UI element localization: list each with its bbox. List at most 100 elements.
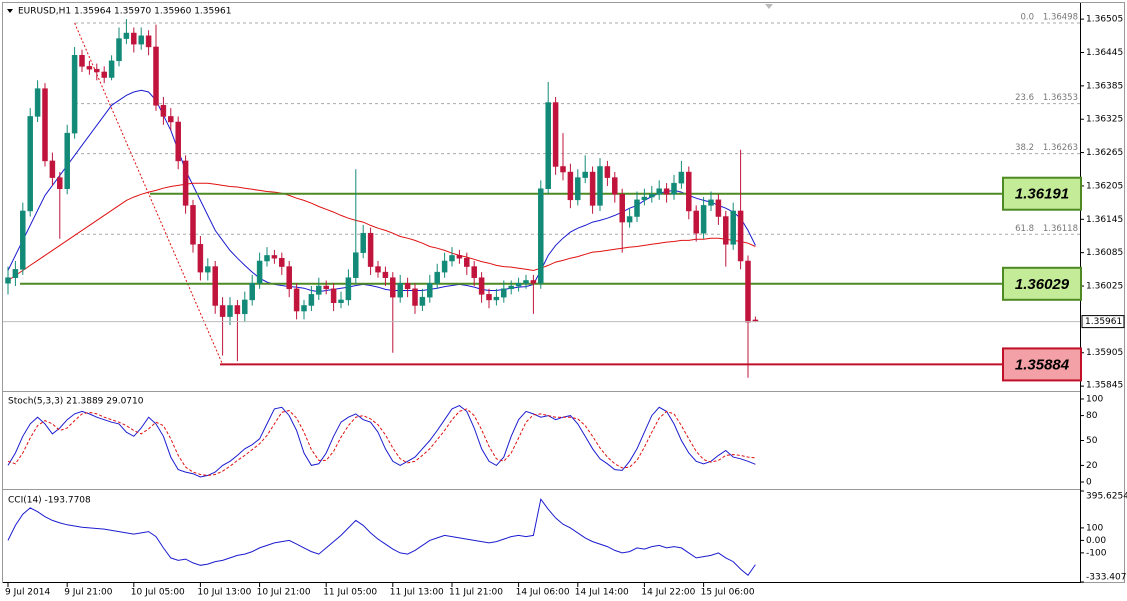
- candle-body: [190, 205, 196, 245]
- candle-body: [367, 232, 374, 267]
- candle-body: [86, 66, 93, 70]
- y-tick-label: 1.35845: [1086, 381, 1123, 391]
- candle-body: [227, 305, 233, 317]
- candle-body: [390, 277, 396, 298]
- moving-average: [7, 182, 756, 281]
- candle-body: [330, 288, 337, 303]
- candle-body: [597, 166, 603, 206]
- candle-body: [552, 102, 559, 167]
- menu-arrow[interactable]: [7, 9, 13, 13]
- candle-body: [101, 71, 107, 78]
- x-tick-label: 14 Jul 14:00: [575, 588, 629, 598]
- candle-body: [486, 294, 492, 301]
- candle-body: [663, 188, 670, 195]
- y-tick-label: 50: [1086, 436, 1098, 446]
- y-tick-label: 80: [1086, 411, 1098, 421]
- candle-body: [182, 160, 189, 206]
- candle-body: [523, 280, 529, 284]
- level-label: 1.36029: [1015, 276, 1070, 293]
- y-tick-label: 20: [1086, 461, 1098, 471]
- candle-body: [168, 116, 174, 123]
- y-tick-label: 1.36325: [1086, 115, 1123, 125]
- scroll-arrow[interactable]: [765, 4, 773, 9]
- candle-body: [301, 305, 307, 312]
- candle-body: [715, 199, 722, 217]
- level-box: [1002, 176, 1082, 211]
- candle-body: [34, 88, 41, 117]
- indicator-line: [7, 405, 756, 478]
- candle-body: [515, 282, 522, 287]
- candle-body: [575, 177, 581, 201]
- x-tick-label: 11 Jul 13:00: [390, 588, 444, 598]
- plot-layer: 1.36505 1.36445 1.36385 1.36325 1.36265 1.362…: [3, 13, 1127, 598]
- candle-body: [293, 288, 300, 312]
- y-tick-label: 0: [1086, 478, 1092, 488]
- candle-body: [42, 88, 48, 162]
- candle-body: [589, 171, 596, 206]
- candle-body: [138, 35, 144, 45]
- candle-body: [49, 160, 56, 178]
- candle-body: [582, 171, 588, 178]
- y-tick-label: 1.36085: [1086, 248, 1123, 258]
- candle-body: [471, 266, 477, 278]
- candle-body: [212, 266, 218, 306]
- candle-body: [419, 296, 426, 306]
- fibo-ratio: 61.8: [1015, 224, 1034, 234]
- candle-body: [538, 188, 544, 284]
- fibo-price: 1.36498: [1043, 13, 1078, 23]
- candle-body: [27, 116, 33, 212]
- x-tick-label: 14 Jul 22:00: [641, 588, 695, 598]
- candle-body: [108, 60, 115, 78]
- candle-body: [634, 199, 640, 217]
- candle-body: [612, 177, 618, 195]
- candle-body: [20, 210, 26, 270]
- candle-body: [671, 182, 677, 195]
- candle-body: [560, 166, 566, 173]
- chart-title: EURUSD,H1 1.35964 1.35970 1.35960 1.3596…: [18, 7, 231, 17]
- candle-body: [175, 121, 181, 162]
- fibo-price: 1.36353: [1043, 93, 1078, 103]
- candle-body: [656, 188, 662, 195]
- candle-body: [308, 294, 315, 306]
- candle-body: [456, 255, 463, 259]
- candle-body: [723, 216, 729, 245]
- y-tick-label: 1.36445: [1086, 48, 1123, 58]
- x-tick-label: 10 Jul 21:00: [257, 588, 311, 598]
- candle-body: [279, 257, 285, 267]
- candle-body: [434, 271, 440, 284]
- y-tick-label: 395.6254: [1086, 492, 1127, 502]
- candle-body: [730, 210, 736, 245]
- candle-body: [382, 271, 389, 278]
- current-price-box: [1081, 315, 1125, 329]
- candle-body: [256, 260, 263, 284]
- x-tick-label: 10 Jul 13:00: [197, 588, 251, 598]
- candle-body: [375, 266, 381, 273]
- candle-body: [604, 166, 611, 178]
- candle-body: [641, 196, 648, 201]
- candle-body: [160, 105, 167, 117]
- candle-body: [234, 305, 241, 315]
- candle-body: [64, 132, 70, 189]
- stoch-title: Stoch(5,3,3) 21.3889 29.0710: [8, 397, 144, 407]
- level-label: 1.35884: [1015, 356, 1070, 373]
- y-tick-label: 0.00: [1086, 536, 1106, 546]
- candle-body: [316, 285, 322, 295]
- candle-body: [338, 299, 344, 303]
- candle-body: [441, 260, 448, 273]
- y-tick-label: 100: [1086, 523, 1103, 533]
- candle-body: [5, 277, 11, 284]
- candle-body: [700, 205, 707, 234]
- candle-body: [404, 282, 411, 290]
- candle-body: [12, 269, 19, 278]
- candle-body: [626, 216, 633, 223]
- candle-body: [205, 266, 211, 273]
- fibo-ratio: 38.2: [1015, 143, 1034, 153]
- indicator-line: [7, 498, 756, 577]
- x-tick-label: 10 Jul 05:00: [131, 588, 185, 598]
- candle-body: [449, 255, 455, 262]
- y-tick-label: 1.36145: [1086, 215, 1123, 225]
- candle-body: [123, 32, 130, 39]
- candle-body: [345, 277, 352, 301]
- y-tick-label: 1.35905: [1086, 348, 1123, 358]
